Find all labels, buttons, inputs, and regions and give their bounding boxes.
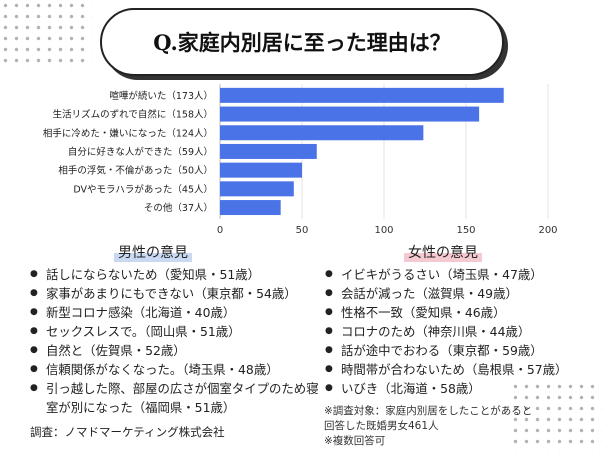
female-opinions-list: イビキがうるさい（埼玉県・47歳） 会話が減った（滋賀県・49歳） 性格不一致（… — [325, 265, 585, 398]
question-title: Q.家庭内別居に至った理由は？ — [100, 8, 504, 76]
category-label: 自分に好きな人ができた（59人） — [68, 146, 213, 158]
category-label: 相手に冷めた・嫌いになった（124人） — [43, 127, 213, 139]
list-item: 新型コロナ感染（北海道・40歳） — [30, 303, 320, 322]
list-item: 信頼関係がなくなった。（埼玉県・48歳） — [30, 360, 320, 379]
bar — [220, 143, 317, 159]
x-tick-label: 50 — [296, 225, 309, 236]
survey-notes: ※調査対象：家庭内別居をしたことがあると 回答した既婚男女461人 ※複数回答可 — [324, 404, 532, 449]
male-opinions-heading: 男性の意見 — [114, 242, 192, 262]
reasons-bar-chart: 0 50 100 150 200 喧嘩が続いた（173人） 生活リズムのずれで自然に（158… — [43, 84, 558, 236]
list-item: コロナのため（神奈川県・44歳） — [325, 322, 585, 341]
survey-note: 回答した既婚男女461人 — [324, 420, 439, 432]
category-label: 相手の浮気・不倫があった（50人） — [58, 165, 213, 177]
bar — [220, 87, 504, 103]
list-item: 話が途中でおわる（東京都・59歳） — [325, 341, 585, 360]
list-item: 引っ越した際、部屋の広さが個室タイプのため寝室が別になった（福岡県・51歳） — [30, 379, 320, 417]
survey-note: ※複数回答可 — [324, 435, 386, 447]
list-item: 会話が減った（滋賀県・49歳） — [325, 284, 585, 303]
x-tick-label: 150 — [456, 225, 475, 236]
x-tick-label: 0 — [217, 225, 223, 236]
list-item: セックスレスで。（岡山県・51歳） — [30, 322, 320, 341]
survey-note: ※調査対象：家庭内別居をしたことがあると — [324, 405, 533, 417]
list-item: 性格不一致（愛知県・46歳） — [325, 303, 585, 322]
category-label: その他（37人） — [144, 202, 213, 214]
decorative-dots-top-left — [0, 0, 92, 70]
category-label: DVやモラハラがあった（45人） — [73, 183, 213, 195]
x-tick-label: 200 — [538, 225, 557, 236]
list-item: 家事があまりにもできない（東京都・54歳） — [30, 284, 320, 303]
list-item: 自然と（佐賀県・52歳） — [30, 341, 320, 360]
category-label: 喧嘩が続いた（173人） — [109, 90, 213, 102]
male-opinions-list: 話しにならないため（愛知県・51歳） 家事があまりにもできない（東京都・54歳）… — [30, 265, 320, 417]
list-item: イビキがうるさい（埼玉県・47歳） — [325, 265, 585, 284]
female-opinions-heading: 女性の意見 — [404, 242, 482, 262]
bar — [220, 125, 424, 141]
bar — [220, 181, 294, 197]
list-item: いびき（北海道・58歳） — [325, 379, 585, 398]
category-label: 生活リズムのずれで自然に（158人） — [53, 109, 213, 121]
bar — [220, 162, 302, 178]
list-item: 話しにならないため（愛知県・51歳） — [30, 265, 320, 284]
bar — [220, 106, 480, 122]
bar — [220, 200, 281, 216]
x-tick-label: 100 — [374, 225, 393, 236]
survey-credit: 調査：ノマドマーケティング株式会社 — [30, 425, 225, 439]
list-item: 時間帯が合わないため（島根県・57歳） — [325, 360, 585, 379]
